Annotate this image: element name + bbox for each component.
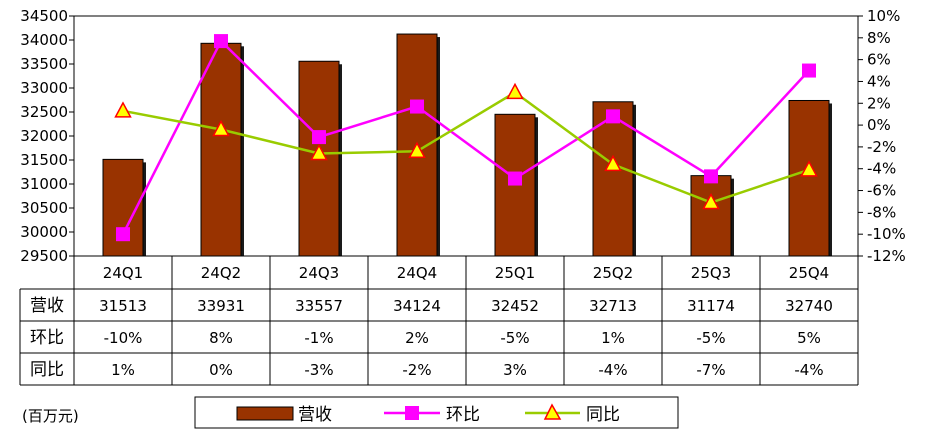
legend-label: 环比: [446, 405, 480, 425]
left-axis-tick-label: 34500: [20, 7, 68, 25]
point-marker-triangle: [408, 141, 426, 159]
table-cell: 32713: [589, 297, 637, 315]
right-axis-tick-label: -2%: [867, 138, 896, 156]
table-cell: -4%: [598, 361, 627, 379]
category-label: 24Q1: [103, 264, 143, 282]
table-cell: -1%: [304, 329, 333, 347]
left-axis-tick-label: 31500: [20, 151, 68, 169]
left-axis-tick-label: 33000: [20, 79, 68, 97]
table-cell: 34124: [393, 297, 441, 315]
right-axis-tick-label: 4%: [867, 72, 891, 90]
bar: [788, 99, 830, 257]
point-marker-square: [312, 130, 326, 145]
category-label: 25Q3: [691, 264, 731, 282]
category-label: 24Q3: [299, 264, 339, 282]
right-axis-tick-label: 6%: [867, 51, 891, 69]
legend-label: 同比: [586, 405, 620, 425]
left-axis-tick-label: 32500: [20, 103, 68, 121]
point-marker-triangle: [506, 82, 524, 100]
table-cell: 32740: [785, 297, 833, 315]
point-marker-triangle: [702, 192, 720, 210]
bar: [200, 42, 242, 257]
right-axis-tick-label: -8%: [867, 203, 896, 221]
point-marker-triangle: [114, 101, 132, 118]
left-axis-tick-label: 33500: [20, 55, 68, 73]
category-label: 24Q2: [201, 264, 241, 282]
legend-marker-square: [405, 406, 419, 420]
table-cell: -10%: [104, 329, 143, 347]
right-axis-tick-label: 2%: [867, 94, 891, 112]
table-cell: -5%: [696, 329, 725, 347]
line-yoy: [122, 90, 810, 204]
category-label: 24Q4: [397, 264, 437, 282]
right-axis-tick-label: -6%: [867, 182, 896, 200]
left-axis-tick-label: 30500: [20, 199, 68, 217]
left-axis-tick-label: 30000: [20, 223, 68, 241]
plot-area: [73, 15, 859, 257]
category-label: 25Q4: [789, 264, 829, 282]
point-marker-square: [508, 171, 522, 186]
right-axis-tick-label: 8%: [867, 29, 891, 47]
right-axis-tick-label: -10%: [867, 225, 906, 243]
table-cell: -5%: [500, 329, 529, 347]
legend-label: 营收: [298, 405, 332, 425]
line-qoq: [121, 39, 810, 235]
right-axis-tick-label: 10%: [867, 7, 900, 25]
table-cell: 31174: [687, 297, 735, 315]
right-axis-tick-label: 0%: [867, 116, 891, 134]
table-cell: 0%: [209, 361, 233, 379]
point-marker-square: [704, 169, 718, 184]
unit-label: (百万元): [22, 407, 79, 425]
point-marker-square: [214, 34, 228, 49]
table-cell: 33557: [295, 297, 343, 315]
table-cell: -3%: [304, 361, 333, 379]
bar: [592, 101, 634, 257]
table-cell: 31513: [99, 297, 147, 315]
table-cell: -7%: [696, 361, 725, 379]
category-label: 25Q1: [495, 264, 535, 282]
point-marker-square: [802, 63, 816, 78]
table-row-header: 同比: [30, 360, 64, 380]
point-marker-square: [606, 109, 620, 124]
legend-marker-triangle: [543, 403, 562, 420]
table-cell: -2%: [402, 361, 431, 379]
category-label: 25Q2: [593, 264, 633, 282]
point-marker-triangle: [310, 143, 328, 161]
table-cell: 1%: [111, 361, 135, 379]
table-cell: 1%: [601, 329, 625, 347]
left-axis-tick-label: 29500: [20, 247, 68, 265]
point-marker-triangle: [212, 119, 230, 137]
point-marker-triangle: [800, 160, 818, 177]
table-row-header: 环比: [30, 328, 64, 348]
table-cell: 33931: [197, 297, 245, 315]
point-marker-square: [116, 227, 130, 242]
left-axis-tick-label: 31000: [20, 175, 68, 193]
point-marker-square: [410, 99, 424, 114]
legend-swatch-bar: [236, 406, 294, 421]
table-cell: 5%: [797, 329, 821, 347]
table-row-header: 营收: [30, 296, 64, 316]
table-cell: 3%: [503, 361, 527, 379]
right-axis-tick-label: -12%: [867, 247, 906, 265]
table-cell: 8%: [209, 329, 233, 347]
bar: [690, 175, 732, 257]
left-axis-tick-label: 32000: [20, 127, 68, 145]
table-cell: 32452: [491, 297, 539, 315]
left-axis-tick-label: 34000: [20, 31, 68, 49]
table-cell: 2%: [405, 329, 429, 347]
right-axis-tick-label: -4%: [867, 160, 896, 178]
point-marker-triangle: [604, 154, 622, 172]
table-cell: -4%: [794, 361, 823, 379]
